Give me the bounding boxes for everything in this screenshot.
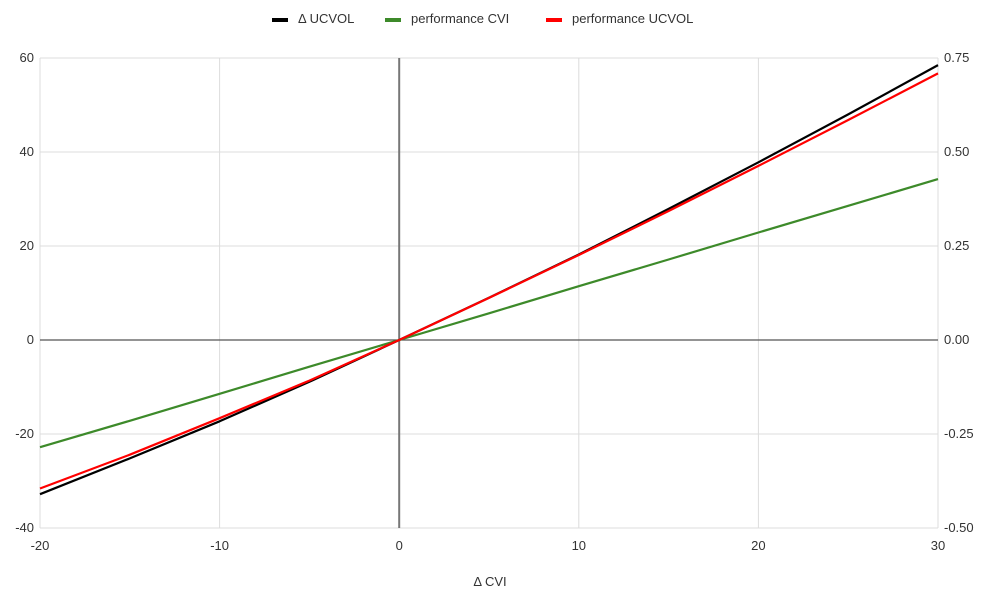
legend: Δ UCVOL performance CVI performance UCVOL — [272, 11, 693, 26]
left-y-axis-ticks: -40 -20 0 20 40 60 — [15, 50, 34, 535]
x-axis-ticks: -20 -10 0 10 20 30 — [31, 538, 946, 553]
legend-swatch-1 — [385, 18, 401, 22]
legend-label-2: performance UCVOL — [572, 11, 693, 26]
x-axis-title: Δ CVI — [473, 574, 506, 589]
series-line-1 — [39, 178, 939, 449]
y2-tick-label: 0.00 — [944, 332, 969, 347]
x-tick-label: 30 — [931, 538, 945, 553]
series-line-2 — [39, 72, 939, 490]
series-lines — [39, 64, 939, 496]
legend-swatch-0 — [272, 18, 288, 22]
x-tick-label: -20 — [31, 538, 50, 553]
y-tick-label: -40 — [15, 520, 34, 535]
zero-axes — [40, 58, 938, 528]
y-tick-label: 20 — [20, 238, 34, 253]
y-tick-label: 0 — [27, 332, 34, 347]
x-tick-label: -10 — [210, 538, 229, 553]
right-y-axis-ticks: -0.50 -0.25 0.00 0.25 0.50 0.75 — [944, 50, 974, 535]
legend-label-1: performance CVI — [411, 11, 509, 26]
y2-tick-label: 0.75 — [944, 50, 969, 65]
legend-label-0: Δ UCVOL — [298, 11, 354, 26]
y2-tick-label: 0.25 — [944, 238, 969, 253]
legend-swatch-2 — [546, 18, 562, 22]
x-tick-label: 20 — [751, 538, 765, 553]
gridlines — [39, 57, 939, 529]
y-tick-label: 40 — [20, 144, 34, 159]
y-tick-label: -20 — [15, 426, 34, 441]
y2-tick-label: 0.50 — [944, 144, 969, 159]
y2-tick-label: -0.25 — [944, 426, 974, 441]
x-tick-label: 10 — [572, 538, 586, 553]
y2-tick-label: -0.50 — [944, 520, 974, 535]
y-tick-label: 60 — [20, 50, 34, 65]
series-line-0 — [39, 64, 939, 496]
x-tick-label: 0 — [396, 538, 403, 553]
